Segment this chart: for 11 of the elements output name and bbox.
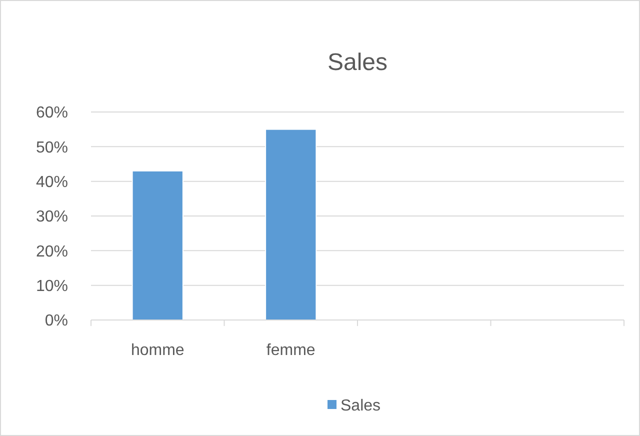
x-tick-label: femme [266, 342, 316, 359]
y-tick-label: 20% [36, 243, 68, 260]
x-tick-label: homme [130, 342, 184, 359]
y-tick-label: 10% [36, 278, 68, 295]
y-tick-label: 30% [36, 208, 68, 226]
y-tick-label: 60% [36, 104, 68, 122]
chart-title: Sales [327, 49, 388, 76]
y-tick-label: 50% [36, 139, 68, 156]
y-tick-label: 40% [36, 174, 68, 191]
y-tick-label: 0% [44, 312, 68, 330]
legend-label: Sales [340, 398, 381, 415]
